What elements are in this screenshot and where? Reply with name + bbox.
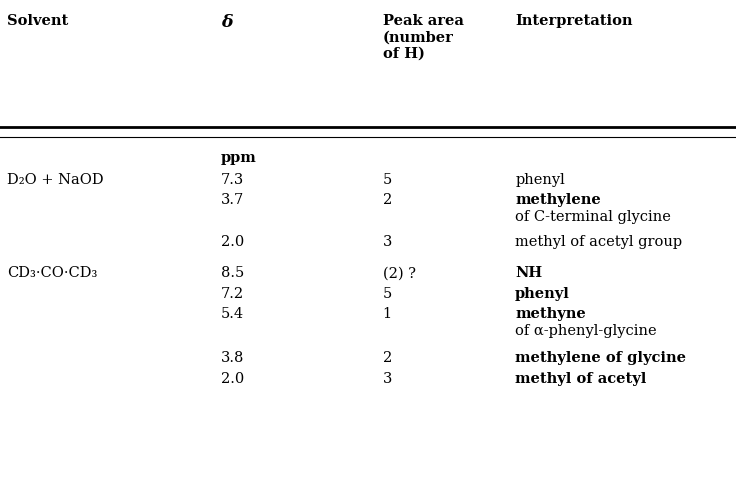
Text: Solvent: Solvent bbox=[7, 14, 68, 28]
Text: 2.0: 2.0 bbox=[221, 372, 244, 385]
Text: 3: 3 bbox=[383, 235, 392, 249]
Text: Peak area
(number
of H): Peak area (number of H) bbox=[383, 14, 464, 61]
Text: methyl of acetyl: methyl of acetyl bbox=[515, 372, 646, 385]
Text: phenyl: phenyl bbox=[515, 287, 570, 300]
Text: NH: NH bbox=[515, 266, 542, 280]
Text: δ: δ bbox=[221, 14, 233, 31]
Text: 7.3: 7.3 bbox=[221, 173, 244, 187]
Text: phenyl: phenyl bbox=[515, 173, 565, 187]
Text: 5.4: 5.4 bbox=[221, 307, 244, 321]
Text: 5: 5 bbox=[383, 173, 392, 187]
Text: 8.5: 8.5 bbox=[221, 266, 244, 280]
Text: 2: 2 bbox=[383, 193, 392, 207]
Text: 3.7: 3.7 bbox=[221, 193, 244, 207]
Text: 5: 5 bbox=[383, 287, 392, 300]
Text: CD₃·CO·CD₃: CD₃·CO·CD₃ bbox=[7, 266, 98, 280]
Text: (2) ?: (2) ? bbox=[383, 266, 416, 280]
Text: 3.8: 3.8 bbox=[221, 351, 244, 365]
Text: methylene: methylene bbox=[515, 193, 601, 207]
Text: D₂O + NaOD: D₂O + NaOD bbox=[7, 173, 104, 187]
Text: 7.2: 7.2 bbox=[221, 287, 244, 300]
Text: methylene of glycine: methylene of glycine bbox=[515, 351, 686, 365]
Text: methyl of acetyl group: methyl of acetyl group bbox=[515, 235, 682, 249]
Text: of α-phenyl-glycine: of α-phenyl-glycine bbox=[515, 324, 657, 338]
Text: methyne: methyne bbox=[515, 307, 586, 321]
Text: 3: 3 bbox=[383, 372, 392, 385]
Text: of C-terminal glycine: of C-terminal glycine bbox=[515, 210, 671, 224]
Text: 2: 2 bbox=[383, 351, 392, 365]
Text: Interpretation: Interpretation bbox=[515, 14, 633, 28]
Text: 1: 1 bbox=[383, 307, 392, 321]
Text: 2.0: 2.0 bbox=[221, 235, 244, 249]
Text: ppm: ppm bbox=[221, 151, 257, 165]
